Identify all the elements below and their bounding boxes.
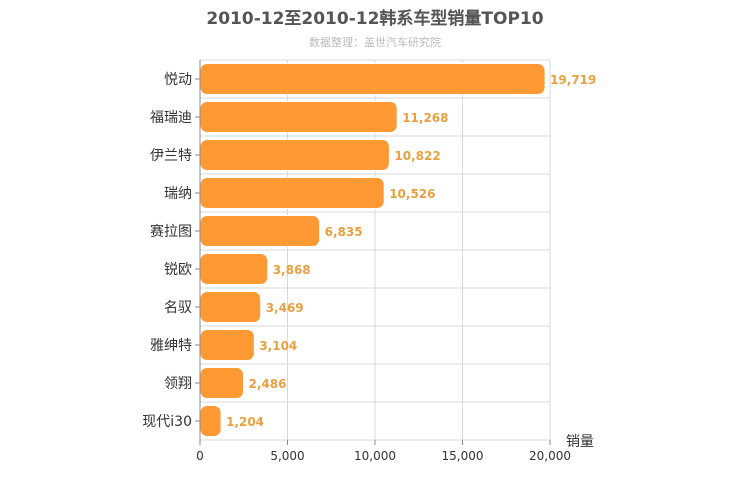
bar[interactable] — [199, 63, 546, 95]
bar[interactable] — [199, 215, 321, 247]
value-label: 3,469 — [266, 301, 304, 315]
category-label: 锐欧 — [164, 262, 192, 278]
chart-subtitle: 数据整理：盖世汽车研究院 — [309, 35, 441, 49]
category-label: 领翔 — [164, 376, 192, 392]
bar[interactable] — [199, 101, 398, 133]
category-label: 名驭 — [164, 300, 192, 316]
category-label: 悦动 — [164, 72, 192, 88]
x-axis-title: 销量 — [566, 434, 594, 450]
bar[interactable] — [199, 139, 390, 171]
bar[interactable] — [199, 367, 245, 399]
value-label: 3,104 — [259, 339, 297, 353]
value-label: 11,268 — [402, 111, 448, 125]
value-label: 3,868 — [273, 263, 311, 277]
x-tick-label: 10,000 — [354, 449, 396, 463]
category-label: 伊兰特 — [150, 148, 192, 164]
category-label: 现代i30 — [142, 414, 192, 430]
x-tick-label: 15,000 — [442, 449, 484, 463]
chart-title: 2010-12至2010-12韩系车型销量TOP10 — [206, 8, 543, 29]
category-label: 福瑞迪 — [150, 110, 192, 126]
bar[interactable] — [199, 291, 262, 323]
x-tick-label: 5,000 — [270, 449, 304, 463]
category-label: 瑞纳 — [164, 186, 192, 202]
category-label: 雅绅特 — [150, 338, 192, 354]
value-label: 19,719 — [550, 73, 596, 87]
category-label: 赛拉图 — [150, 224, 192, 240]
value-label: 10,526 — [389, 187, 435, 201]
value-label: 2,486 — [249, 377, 287, 391]
bar[interactable] — [199, 405, 222, 437]
value-label: 1,204 — [226, 415, 264, 429]
x-tick-label: 20,000 — [529, 449, 571, 463]
value-label: 6,835 — [325, 225, 363, 239]
bar[interactable] — [199, 177, 385, 209]
value-label: 10,822 — [394, 149, 440, 163]
bar[interactable] — [199, 329, 255, 361]
x-tick-label: 0 — [196, 449, 204, 463]
bar[interactable] — [199, 253, 269, 285]
